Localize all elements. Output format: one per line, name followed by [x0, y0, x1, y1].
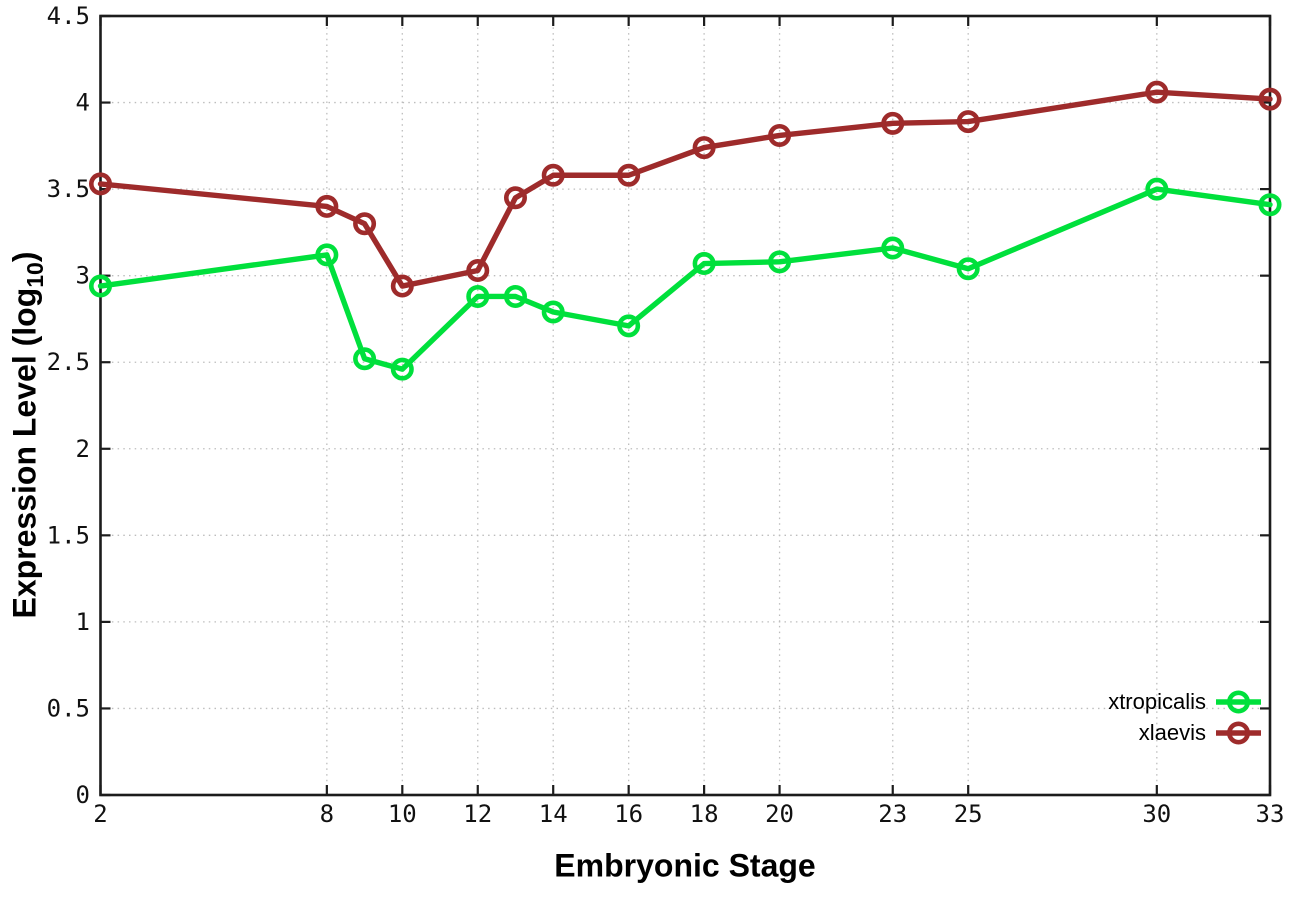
series-line	[97, 186, 1273, 372]
legend-item-xtropicalis: xtropicalis	[1108, 689, 1261, 714]
x-tick-labels: 2 8 10 12 14 16 18 20 23 25 30 33	[93, 800, 1284, 828]
x-tick-label: 8	[320, 800, 334, 828]
data-point	[956, 257, 980, 281]
data-point	[1258, 87, 1282, 111]
data-point	[768, 123, 792, 147]
data-point	[881, 111, 905, 135]
data-point	[881, 236, 905, 260]
y-tick-label: 1	[76, 608, 90, 636]
y-axis-title-subscript: 10	[21, 262, 48, 288]
x-axis-title: Embryonic Stage	[554, 847, 816, 884]
data-point	[617, 163, 641, 187]
y-tick-label: 2	[76, 435, 90, 463]
gridlines	[100, 16, 1270, 795]
x-tick-label: 33	[1256, 800, 1285, 828]
data-point	[768, 250, 792, 274]
series-xtropicalis	[89, 177, 1282, 381]
y-tick-label: 1.5	[47, 521, 90, 549]
x-tick-label: 25	[954, 800, 983, 828]
y-tick-label: 2.5	[47, 348, 90, 376]
legend-item-xlaevis: xlaevis	[1139, 720, 1261, 745]
data-point	[1145, 80, 1169, 104]
data-point	[353, 212, 377, 236]
data-point	[89, 274, 113, 298]
data-point	[315, 243, 339, 267]
data-point	[541, 163, 565, 187]
x-tick-label: 20	[765, 800, 794, 828]
data-point	[353, 347, 377, 371]
data-point	[503, 186, 527, 210]
legend-sample-marker	[1227, 690, 1251, 714]
data-point	[617, 314, 641, 338]
y-tick-label: 4.5	[47, 2, 90, 30]
y-axis-title-text: Expression Level (log	[6, 287, 43, 619]
x-tick-label: 12	[463, 800, 492, 828]
data-point	[1258, 193, 1282, 217]
y-tick-label: 3.5	[47, 175, 90, 203]
legend: xtropicalis xlaevis	[1108, 689, 1261, 745]
y-tick-label: 3	[76, 262, 90, 290]
data-point	[466, 258, 490, 282]
data-point	[390, 357, 414, 381]
data-point	[503, 284, 527, 308]
x-tick-label: 30	[1142, 800, 1171, 828]
legend-label: xlaevis	[1139, 720, 1206, 745]
plot-border	[99, 14, 1272, 797]
x-tick-label: 14	[539, 800, 568, 828]
x-tick-label: 2	[93, 800, 107, 828]
data-point	[541, 300, 565, 324]
y-axis-title-close: )	[6, 251, 43, 263]
y-tick-label: 4	[76, 89, 90, 117]
x-tick-label: 23	[878, 800, 907, 828]
series-xlaevis	[89, 80, 1282, 298]
data-point	[956, 110, 980, 134]
x-tick-label: 18	[690, 800, 719, 828]
data-point	[390, 274, 414, 298]
data-point	[315, 194, 339, 218]
data-point	[692, 136, 716, 160]
legend-sample-marker	[1227, 721, 1251, 745]
data-point	[466, 284, 490, 308]
y-tick-label: 0	[76, 781, 90, 809]
legend-label: xtropicalis	[1108, 689, 1206, 714]
tick-marks	[99, 14, 1272, 797]
x-tick-label: 16	[614, 800, 643, 828]
y-tick-label: 0.5	[47, 694, 90, 722]
data-point	[692, 252, 716, 276]
x-tick-label: 10	[388, 800, 417, 828]
series-line	[97, 89, 1273, 289]
data-point	[1145, 177, 1169, 201]
data-point	[89, 172, 113, 196]
y-tick-labels: 0 0.5 1 1.5 2 2.5 3 3.5 4 4.5	[47, 2, 90, 809]
